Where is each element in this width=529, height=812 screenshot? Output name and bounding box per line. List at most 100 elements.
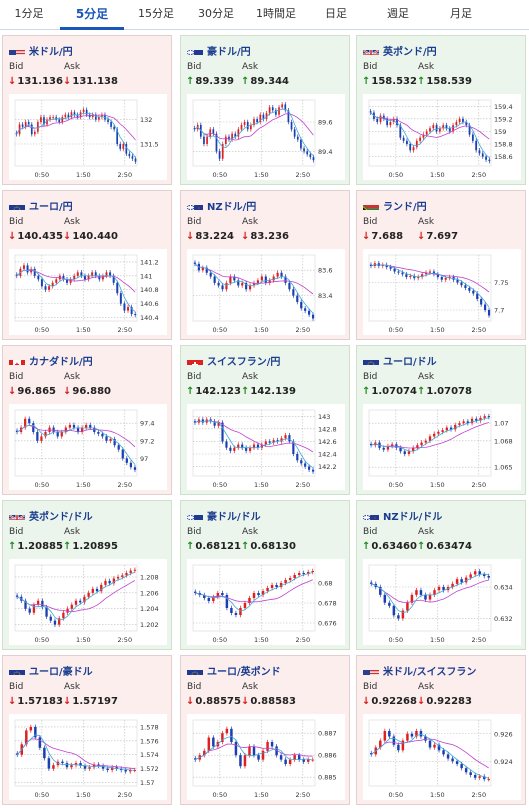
candle-body xyxy=(252,746,256,756)
tab-0[interactable]: 1分足 xyxy=(14,7,44,20)
y-tick-label: 1.07 xyxy=(494,420,508,428)
mini-chart[interactable]: 140.4 140.6 140.8 141 141.2 0:50 1:50 2:50 xyxy=(9,249,167,335)
eu-flag-icon xyxy=(363,355,379,365)
rate-card[interactable]: NZドル/円 Bid Ask ↓83.224 ↓83.236 83.4 83.6 0:50 1:… xyxy=(180,190,350,340)
rate-card[interactable]: 米ドル/円 Bid Ask ↓131.136 ↓131.138 131.5 132 0:50 1… xyxy=(2,35,172,185)
moving-average-short xyxy=(194,108,314,156)
rate-card[interactable]: ユーロ/ドル Bid Ask ↑1.07074 ↑1.07078 1.065 1.068 1.… xyxy=(356,345,526,495)
pair-name[interactable]: カナダドル/円 xyxy=(29,356,93,368)
candle-body xyxy=(292,441,295,454)
candle-body xyxy=(296,454,299,461)
candle-body xyxy=(25,730,28,745)
mini-chart[interactable]: 83.4 83.6 0:50 1:50 2:50 xyxy=(187,249,345,335)
rate-card[interactable]: ユーロ/豪ドル Bid Ask ↓1.57183 ↓1.57197 1.57 1.572 1.… xyxy=(2,655,172,805)
candle-body xyxy=(303,148,305,152)
candle-body xyxy=(262,114,265,120)
tab-3[interactable]: 30分足 xyxy=(198,7,234,20)
pair-name[interactable]: 英ポンド/ドル xyxy=(29,511,93,523)
pair-name[interactable]: ユーロ/豪ドル xyxy=(29,666,93,678)
y-tick-label: 1.208 xyxy=(140,573,159,581)
bid-label: Bid xyxy=(363,217,378,227)
candle-body xyxy=(68,424,72,428)
mini-chart[interactable]: 0.676 0.678 0.68 0:50 1:50 2:50 xyxy=(187,559,345,645)
candle-body xyxy=(437,432,440,434)
mini-chart[interactable]: 131.5 132 0:50 1:50 2:50 xyxy=(9,94,167,180)
candle-body xyxy=(109,272,112,276)
tab-7[interactable]: 月足 xyxy=(450,7,472,20)
nz-flag-icon xyxy=(187,200,203,210)
candle-body xyxy=(256,444,260,448)
rate-card[interactable]: 豪ドル/ドル Bid Ask ↑0.68121 ↑0.68130 0.676 0.678 0.… xyxy=(180,500,350,650)
rate-card[interactable]: ランド/円 Bid Ask ↓7.688 ↓7.697 7.7 7.75 0:50 1:50 2:… xyxy=(356,190,526,340)
candle-body xyxy=(462,421,465,424)
rate-card[interactable]: スイスフラン/円 Bid Ask ↑142.123 ↑142.139 142.2 142.4… xyxy=(180,345,350,495)
pair-name[interactable]: ランド/円 xyxy=(383,201,427,213)
mini-chart[interactable]: 0.924 0.926 0:50 1:50 2:50 xyxy=(363,714,521,800)
pair-name[interactable]: ユーロ/英ポンド xyxy=(207,666,281,678)
candle-body xyxy=(80,427,84,432)
tab-1[interactable]: 5分足 xyxy=(60,0,124,30)
pair-name[interactable]: ユーロ/円 xyxy=(29,201,73,213)
candle-body xyxy=(392,605,396,616)
rate-card[interactable]: 英ポンド/円 Bid Ask ↑158.532 ↑158.539 158.6 158.8 15… xyxy=(356,35,526,185)
y-tick-label: 0.678 xyxy=(318,600,337,608)
x-tick-label: 2:50 xyxy=(117,326,132,334)
mini-chart[interactable]: 97 97.2 97.4 0:50 1:50 2:50 xyxy=(9,404,167,490)
candle-body xyxy=(36,432,39,441)
pair-name[interactable]: 米ドル/円 xyxy=(29,46,73,58)
candle-body xyxy=(482,776,486,780)
mini-chart[interactable]: 1.202 1.204 1.206 1.208 0:50 1:50 2:50 xyxy=(9,559,167,645)
mini-chart[interactable]: 142.2 142.4 142.6 142.8 143 0:50 1:50 2:50 xyxy=(187,404,345,490)
x-tick-label: 2:50 xyxy=(117,636,132,644)
candle-body xyxy=(424,272,428,275)
pair-name[interactable]: NZドル/ドル xyxy=(383,511,443,523)
candle-body xyxy=(385,264,388,268)
tab-5[interactable]: 日足 xyxy=(325,7,347,20)
rate-card[interactable]: カナダドル/円 Bid Ask ↓96.865 ↓96.880 97 97.2 97.4 0:5… xyxy=(2,345,172,495)
candle-body xyxy=(83,596,86,603)
pair-name[interactable]: NZドル/円 xyxy=(207,201,257,213)
candle-body xyxy=(257,755,260,760)
down-arrow-icon: ↓ xyxy=(417,696,426,707)
candle-body xyxy=(24,122,27,127)
pair-name[interactable]: 豪ドル/ドル xyxy=(207,511,261,523)
ask-price: ↑158.539 xyxy=(417,76,472,87)
candle-body xyxy=(401,272,404,275)
pair-name[interactable]: スイスフラン/円 xyxy=(207,356,281,368)
mini-chart[interactable]: 1.065 1.068 1.07 0:50 1:50 2:50 xyxy=(363,404,521,490)
candle-body xyxy=(73,275,76,280)
candle-body xyxy=(91,272,94,276)
candle-body xyxy=(104,580,107,585)
pair-name[interactable]: 英ポンド/円 xyxy=(383,46,437,58)
rate-card[interactable]: ユーロ/円 Bid Ask ↓140.435 ↓140.440 140.4 140.6 140… xyxy=(2,190,172,340)
x-tick-label: 2:50 xyxy=(295,481,310,489)
rate-card[interactable]: ユーロ/英ポンド Bid Ask ↓0.88575 ↓0.88583 0.885 0.886… xyxy=(180,655,350,805)
chart-frame xyxy=(14,719,138,787)
candle-body xyxy=(435,125,438,132)
candle-body xyxy=(264,441,267,445)
y-tick-label: 1.574 xyxy=(140,751,159,759)
rate-card[interactable]: 英ポンド/ドル Bid Ask ↑1.20885 ↑1.20895 1.202 1.204 1… xyxy=(2,500,172,650)
mini-chart[interactable]: 89.4 89.6 0:50 1:50 2:50 xyxy=(187,94,345,180)
mini-chart[interactable]: 0.885 0.886 0.887 0:50 1:50 2:50 xyxy=(187,714,345,800)
pair-name[interactable]: 米ドル/スイスフラン xyxy=(383,666,477,678)
mini-chart[interactable]: 0.632 0.634 0:50 1:50 2:50 xyxy=(363,559,521,645)
pair-name[interactable]: 豪ドル/円 xyxy=(207,46,251,58)
rate-card[interactable]: 豪ドル/円 Bid Ask ↑89.339 ↑89.344 89.4 89.6 0:50 1:5… xyxy=(180,35,350,185)
mini-chart[interactable]: 1.57 1.572 1.574 1.576 1.578 0:50 1:50 2:50 xyxy=(9,714,167,800)
mini-chart[interactable]: 7.7 7.75 0:50 1:50 2:50 xyxy=(363,249,521,335)
candlestick-chart: 89.4 89.6 0:50 1:50 2:50 xyxy=(192,99,332,179)
tab-4[interactable]: 1時間足 xyxy=(256,7,296,20)
tab-6[interactable]: 週足 xyxy=(387,7,409,20)
rate-card[interactable]: NZドル/ドル Bid Ask ↑0.63460 ↑0.63474 0.632 0.634 0… xyxy=(356,500,526,650)
candle-body xyxy=(410,733,414,737)
down-arrow-icon: ↓ xyxy=(63,696,72,707)
candle-body xyxy=(243,755,247,767)
down-arrow-icon: ↓ xyxy=(362,696,371,707)
rate-card[interactable]: 米ドル/スイスフラン Bid Ask ↓0.92268 ↓0.92283 0.924 0.9… xyxy=(356,655,526,805)
x-tick-label: 0:50 xyxy=(389,171,404,179)
mini-chart[interactable]: 158.6 158.8 159 159.2 159.4 0:50 1:50 2:50 xyxy=(363,94,521,180)
tab-2[interactable]: 15分足 xyxy=(138,7,174,20)
pair-name[interactable]: ユーロ/ドル xyxy=(383,356,437,368)
candle-body xyxy=(462,118,464,122)
